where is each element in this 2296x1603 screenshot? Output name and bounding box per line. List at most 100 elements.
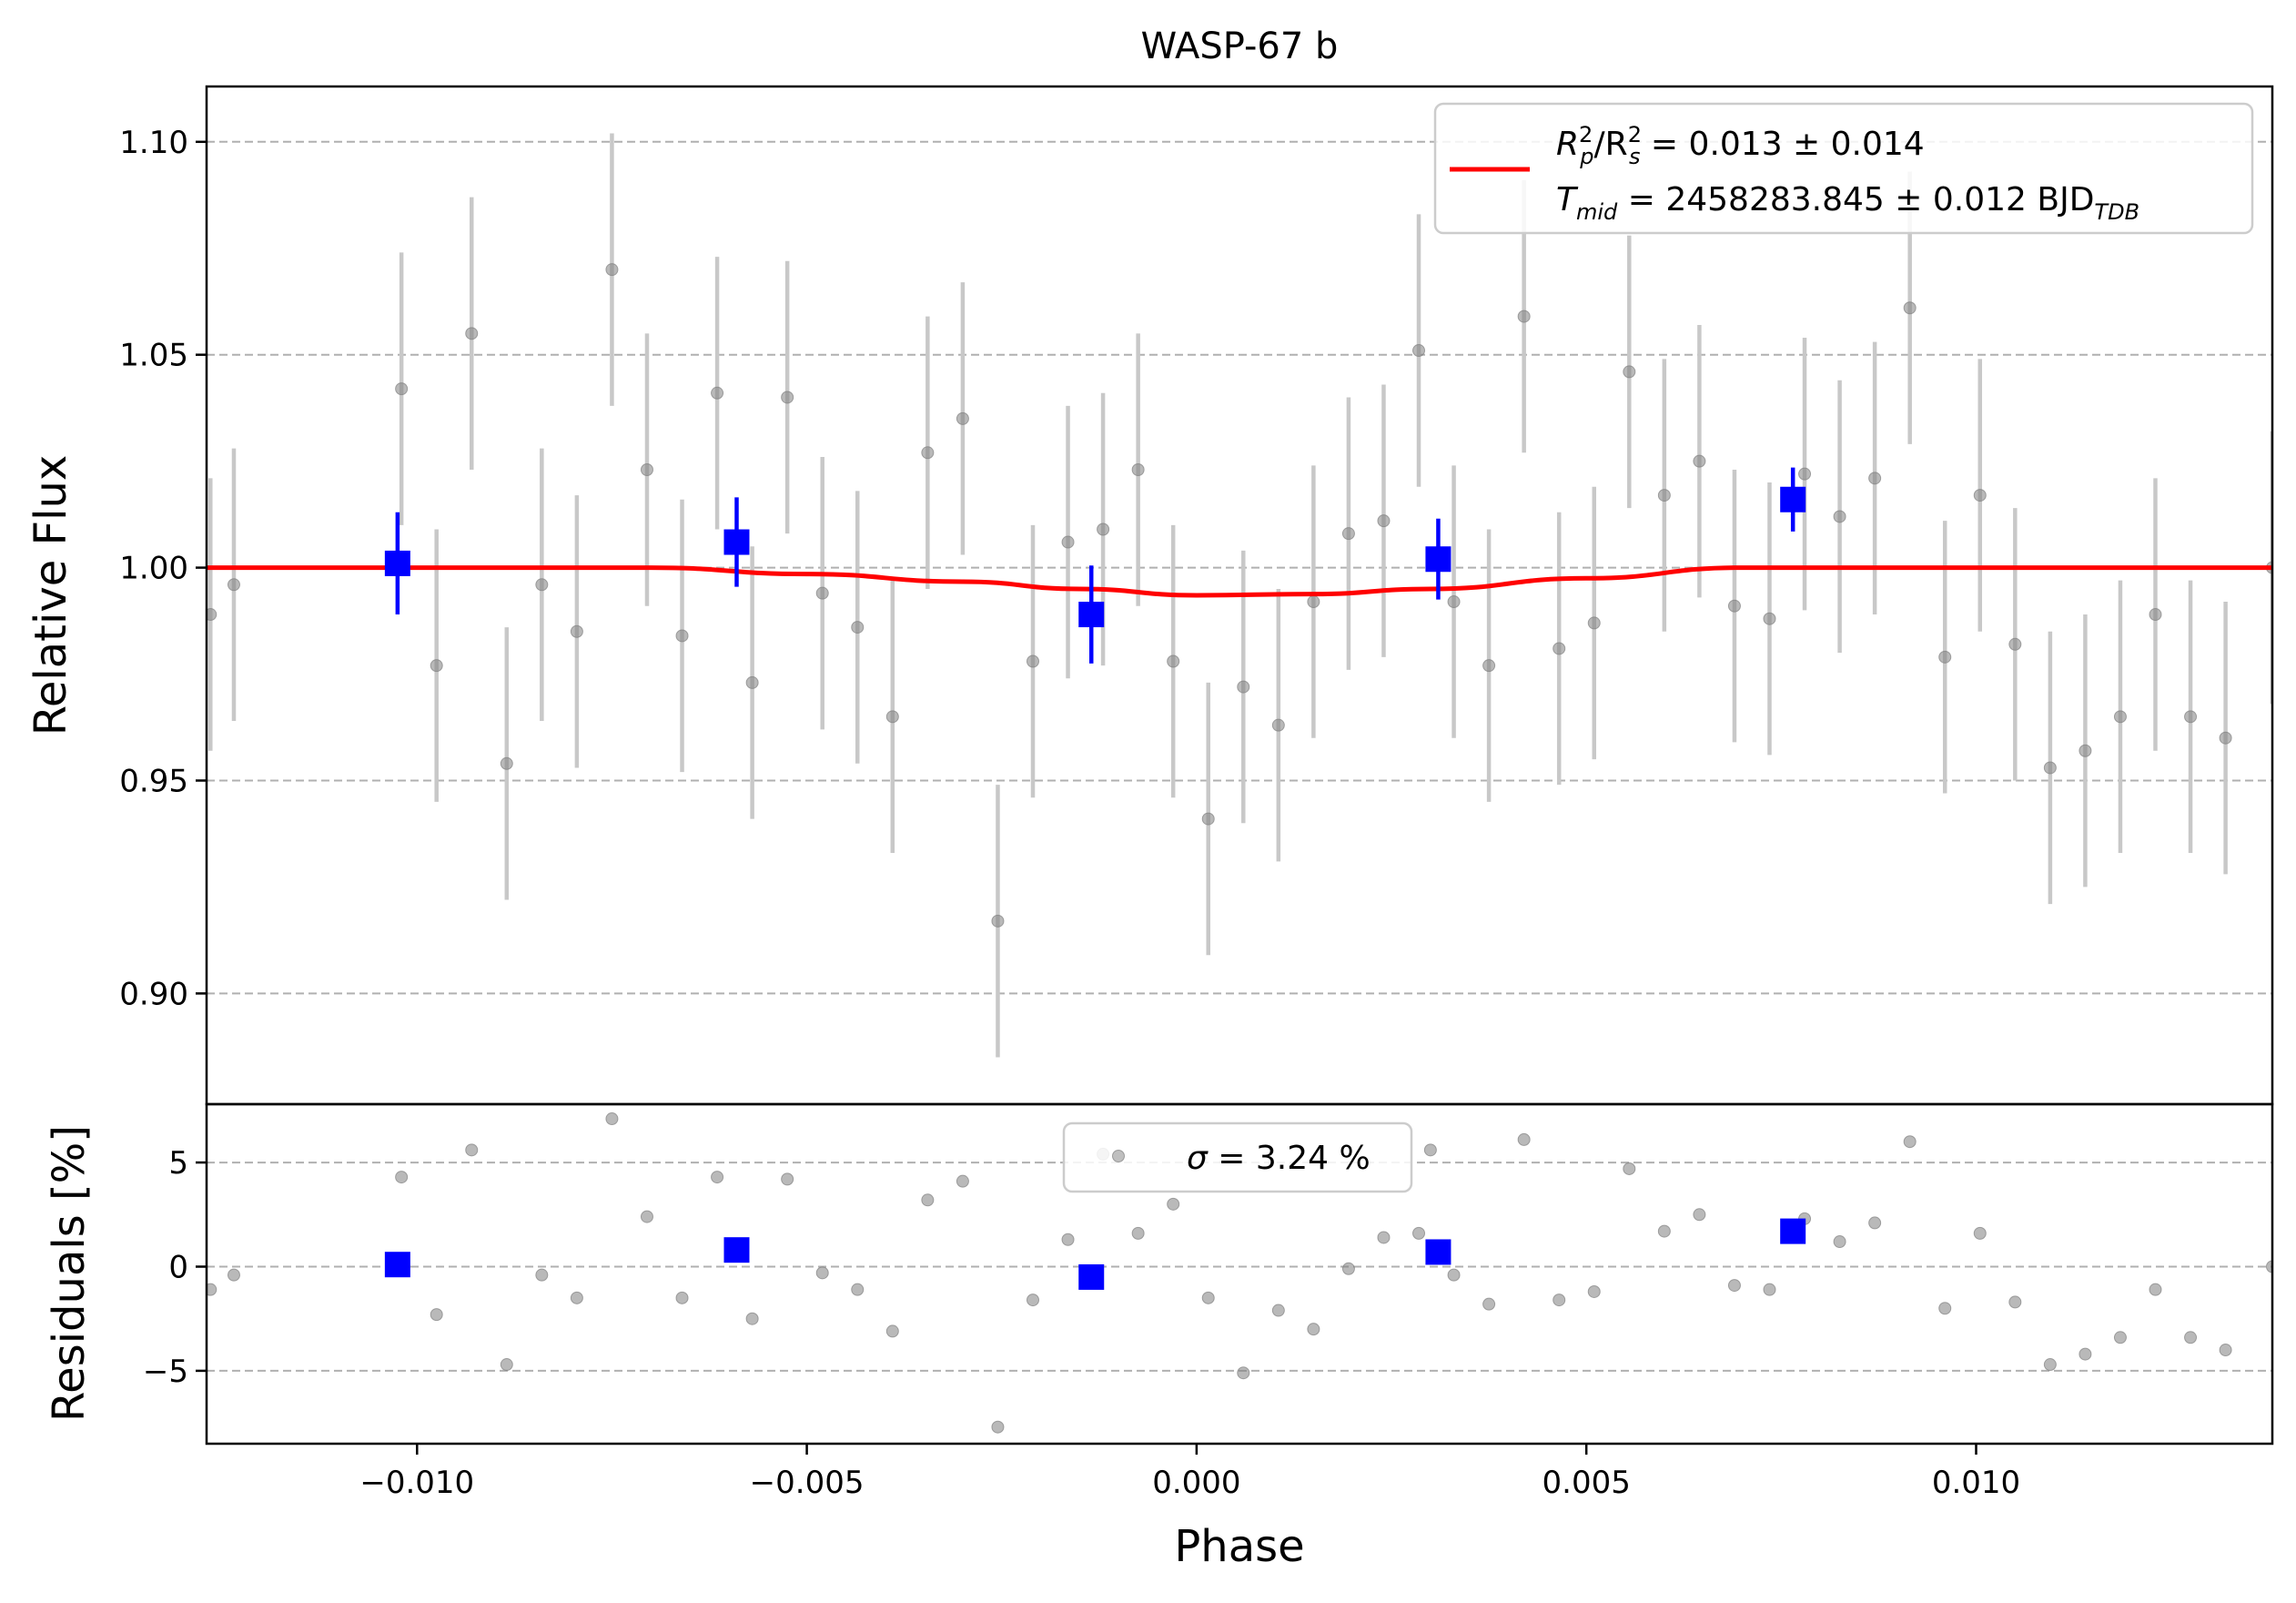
raw-point xyxy=(1517,309,1531,323)
raw-point xyxy=(395,382,409,396)
raw-point xyxy=(500,756,513,770)
raw-point xyxy=(711,386,724,400)
residual-raw-point xyxy=(2219,1344,2232,1357)
fit-legend: R2 p/R2 s = 0.013 ± 0.014 Tmid = 2458283.8… xyxy=(1433,102,2254,235)
residual-raw-point xyxy=(956,1174,969,1188)
residual-raw-point xyxy=(2079,1347,2092,1361)
raw-point xyxy=(1833,510,1846,523)
raw-point xyxy=(570,624,583,638)
residual-raw-point xyxy=(1412,1226,1426,1240)
flux-y-axis-label: Relative Flux xyxy=(25,455,76,736)
phase-x-tick-label: −0.010 xyxy=(359,1465,474,1501)
raw-point xyxy=(1307,595,1320,609)
raw-point xyxy=(1693,454,1706,468)
residual-raw-point xyxy=(2266,1260,2272,1273)
raw-point xyxy=(1061,535,1075,549)
residual-raw-point xyxy=(2184,1331,2198,1344)
residual-binned-point xyxy=(1780,1218,1806,1244)
residual-raw-point xyxy=(1447,1268,1461,1282)
residual-raw-point xyxy=(1131,1226,1145,1240)
raw-point xyxy=(2149,608,2162,622)
binned-points xyxy=(384,486,1806,628)
raw-point xyxy=(745,675,759,689)
residual-binned-point xyxy=(723,1237,750,1263)
residual-raw-point xyxy=(535,1268,549,1282)
raw-point xyxy=(1341,527,1355,541)
raw-point xyxy=(851,621,865,634)
residual-raw-point xyxy=(395,1171,409,1184)
raw-point xyxy=(1553,642,1566,655)
raw-point xyxy=(1271,718,1285,732)
raw-point xyxy=(781,391,794,404)
raw-point xyxy=(1798,467,1812,481)
legend-depth-text: R2 p/R2 s = 0.013 ± 0.014 xyxy=(1556,122,1925,169)
residual-raw-point xyxy=(1027,1294,1039,1307)
residual-y-tick-label: 5 xyxy=(168,1145,188,1182)
raw-point xyxy=(1167,654,1180,668)
legend-tmid-text: Tmid = 2458283.845 ± 0.012 BJDTDB xyxy=(1556,181,2139,225)
raw-point xyxy=(885,710,899,724)
raw-point xyxy=(430,659,443,673)
raw-point xyxy=(956,411,969,425)
residual-raw-point xyxy=(1727,1279,1741,1293)
residual-raw-point xyxy=(1307,1323,1320,1336)
raw-point xyxy=(1903,301,1917,315)
raw-point xyxy=(2079,744,2092,757)
residual-raw-point xyxy=(1237,1366,1250,1380)
residual-raw-point xyxy=(1553,1294,1566,1307)
residual-raw-point xyxy=(1693,1208,1706,1222)
residual-raw-point xyxy=(745,1312,759,1325)
flux-y-tick-label: 0.90 xyxy=(119,976,188,1012)
legend-sigma-text: σ = 3.24 % xyxy=(1187,1140,1371,1177)
residual-raw-point xyxy=(1271,1304,1285,1317)
residual-raw-point xyxy=(1377,1231,1391,1244)
raw-point xyxy=(1131,463,1145,477)
residual-raw-point xyxy=(1657,1224,1671,1238)
residual-binned-point xyxy=(1078,1263,1105,1290)
flux-y-tick-label: 1.10 xyxy=(119,125,188,161)
raw-point xyxy=(1623,365,1636,379)
residual-raw-point xyxy=(1587,1284,1601,1298)
residual-y-tick-label: −5 xyxy=(143,1354,188,1390)
residual-raw-point xyxy=(465,1143,479,1157)
residual-raw-point xyxy=(430,1308,443,1322)
residual-raw-point xyxy=(1482,1297,1496,1311)
raw-point xyxy=(675,629,689,643)
raw-point xyxy=(1868,472,1882,485)
residual-raw-point xyxy=(1061,1233,1075,1246)
residual-raw-point xyxy=(1341,1262,1355,1275)
phase-x-tick-label: 0.005 xyxy=(1542,1465,1631,1501)
binned-point xyxy=(384,550,410,576)
residual-raw-point xyxy=(2008,1295,2022,1309)
residual-raw-point xyxy=(851,1283,865,1296)
residual-raw-point xyxy=(991,1420,1005,1434)
phase-x-tick-label: 0.000 xyxy=(1152,1465,1240,1501)
raw-point xyxy=(1447,595,1461,609)
residual-raw-point xyxy=(1903,1135,1917,1149)
raw-point xyxy=(2219,731,2232,745)
raw-point xyxy=(1377,514,1391,528)
raw-point xyxy=(1727,599,1741,613)
binned-point xyxy=(1780,486,1806,512)
residual-raw-point xyxy=(1423,1143,1437,1157)
sigma-legend: σ = 3.24 % xyxy=(1062,1121,1413,1193)
raw-point xyxy=(921,446,935,460)
residual-raw-point xyxy=(2113,1331,2127,1344)
phase-x-tick-label: −0.005 xyxy=(750,1465,865,1501)
binned-point xyxy=(1425,546,1451,573)
raw-point xyxy=(1973,489,1987,502)
flux-y-tick-label: 1.05 xyxy=(119,338,188,374)
raw-point xyxy=(2008,637,2022,651)
raw-point xyxy=(605,263,619,277)
raw-point xyxy=(1412,344,1426,358)
raw-point xyxy=(535,578,549,592)
flux-y-tick-label: 0.95 xyxy=(119,763,188,799)
residual-raw-point xyxy=(2043,1358,2057,1372)
residual-raw-point xyxy=(1868,1216,1882,1230)
residual-raw-point xyxy=(781,1172,794,1186)
residual-raw-point xyxy=(1623,1162,1636,1175)
residual-raw-point xyxy=(2149,1283,2162,1296)
phase-x-axis-label: Phase xyxy=(1174,1521,1304,1572)
residual-axes-frame xyxy=(205,1102,2274,1446)
residual-gridlines xyxy=(207,1162,2272,1372)
